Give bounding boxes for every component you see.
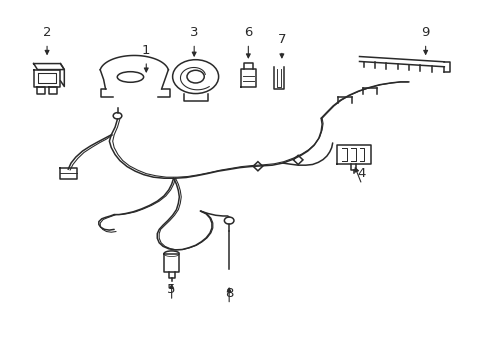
Text: 6: 6 <box>244 26 252 39</box>
Text: 2: 2 <box>43 26 51 39</box>
Text: 9: 9 <box>421 26 429 39</box>
Text: 3: 3 <box>189 26 198 39</box>
Text: 1: 1 <box>142 44 150 57</box>
Text: 5: 5 <box>167 283 176 296</box>
Text: 8: 8 <box>224 287 233 300</box>
Text: 7: 7 <box>277 33 285 46</box>
Text: 4: 4 <box>357 167 366 180</box>
